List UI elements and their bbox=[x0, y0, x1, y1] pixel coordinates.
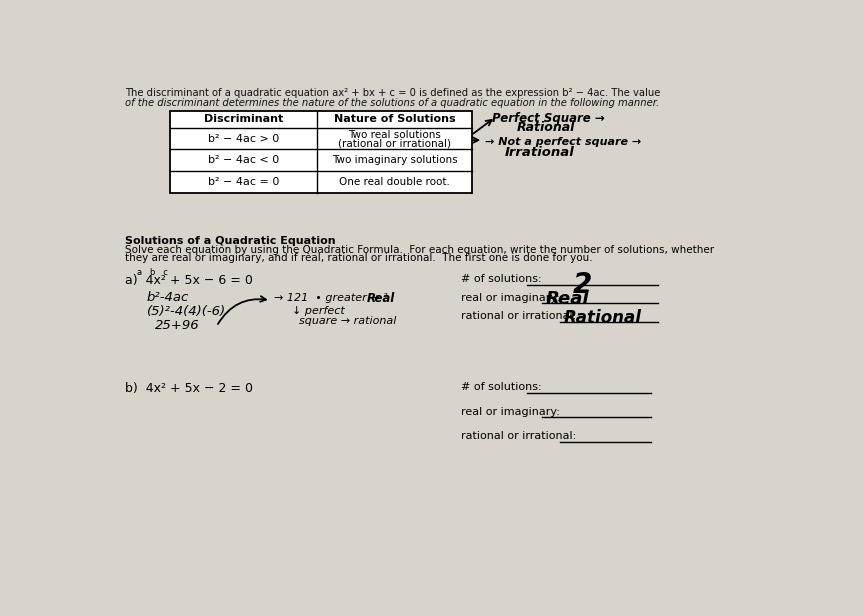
Text: they are real or imaginary, and if real, rational or irrational.  The first one : they are real or imaginary, and if real,… bbox=[125, 253, 593, 263]
Text: Irrational: Irrational bbox=[505, 146, 575, 160]
Text: Rational: Rational bbox=[563, 309, 642, 326]
Text: Rational: Rational bbox=[517, 121, 575, 134]
Text: Solutions of a Quadratic Equation: Solutions of a Quadratic Equation bbox=[125, 235, 336, 246]
Text: a   b   c: a b c bbox=[137, 268, 168, 277]
Text: Two real solutions: Two real solutions bbox=[348, 130, 442, 140]
Text: (rational or irrational): (rational or irrational) bbox=[338, 138, 451, 148]
Text: 25+96: 25+96 bbox=[155, 318, 199, 332]
Text: # of solutions:: # of solutions: bbox=[461, 382, 541, 392]
Text: real or imaginary:: real or imaginary: bbox=[461, 407, 560, 416]
Text: One real double root.: One real double root. bbox=[340, 177, 450, 187]
Text: a)  4x² + 5x − 6 = 0: a) 4x² + 5x − 6 = 0 bbox=[125, 274, 253, 287]
Text: Real: Real bbox=[546, 290, 589, 308]
Text: Real: Real bbox=[367, 292, 395, 305]
Text: Perfect Square →: Perfect Square → bbox=[492, 112, 605, 126]
Text: → Not a perfect square →: → Not a perfect square → bbox=[485, 137, 641, 147]
Text: b² − 4ac = 0: b² − 4ac = 0 bbox=[208, 177, 279, 187]
Text: real or imaginary:: real or imaginary: bbox=[461, 293, 560, 302]
Bar bbox=[170, 111, 473, 192]
Text: Two imaginary solutions: Two imaginary solutions bbox=[332, 155, 458, 165]
Text: of the discriminant determines the nature of the solutions of a quadratic equati: of the discriminant determines the natur… bbox=[125, 98, 659, 108]
Text: b²-4ac: b²-4ac bbox=[147, 291, 189, 304]
Text: The discriminant of a quadratic equation ax² + bx + c = 0 is defined as the expr: The discriminant of a quadratic equation… bbox=[125, 87, 660, 98]
Text: b)  4x² + 5x − 2 = 0: b) 4x² + 5x − 2 = 0 bbox=[125, 382, 253, 395]
Text: rational or irrational:: rational or irrational: bbox=[461, 311, 576, 321]
Text: Solve each equation by using the Quadratic Formula.  For each equation, write th: Solve each equation by using the Quadrat… bbox=[125, 245, 715, 255]
Text: b² − 4ac < 0: b² − 4ac < 0 bbox=[208, 155, 279, 165]
Text: 2: 2 bbox=[573, 271, 592, 299]
Text: square → rational: square → rational bbox=[292, 315, 397, 326]
Text: → 121  • greater → ²: → 121 • greater → ² bbox=[274, 293, 387, 303]
Bar bbox=[170, 111, 473, 192]
Text: # of solutions:: # of solutions: bbox=[461, 274, 541, 284]
Text: (5)²-4(4)(-6): (5)²-4(4)(-6) bbox=[147, 305, 226, 318]
Text: Nature of Solutions: Nature of Solutions bbox=[334, 115, 455, 124]
Text: rational or irrational:: rational or irrational: bbox=[461, 431, 576, 441]
Text: b² − 4ac > 0: b² − 4ac > 0 bbox=[208, 134, 279, 144]
Text: ↓ perfect: ↓ perfect bbox=[292, 307, 346, 317]
Text: Discriminant: Discriminant bbox=[204, 115, 283, 124]
